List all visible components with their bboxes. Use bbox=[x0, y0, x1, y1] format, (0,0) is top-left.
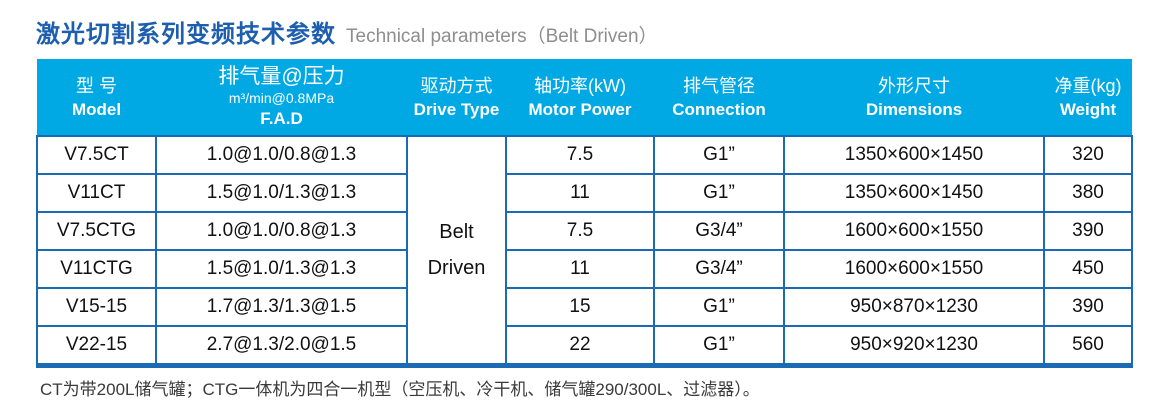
col-header-drive-type-zh: 驱动方式 bbox=[420, 75, 493, 96]
cell-connection: G3/4” bbox=[653, 211, 785, 251]
cell-fad: 1.5@1.0/1.3@1.3 bbox=[155, 173, 408, 213]
col-header-motor-power-en: Motor Power bbox=[528, 99, 632, 119]
col-header-fad: 排气量@压力 m³/min@0.8MPa F.A.D bbox=[156, 59, 407, 136]
col-header-connection: 排气管径 Connection bbox=[654, 59, 784, 136]
col-header-model: 型 号 Model bbox=[37, 59, 156, 136]
cell-connection: G1” bbox=[653, 135, 785, 175]
cell-model: V22-15 bbox=[36, 325, 157, 367]
cell-motor-power: 22 bbox=[505, 325, 655, 367]
tech-parameters-table: 型 号 Model 排气量@压力 m³/min@0.8MPa F.A.D 驱动方… bbox=[36, 59, 1133, 368]
cell-connection: G1” bbox=[653, 287, 785, 327]
cell-model: V11CT bbox=[36, 173, 157, 213]
title-english: Technical parameters（Belt Driven） bbox=[346, 26, 658, 47]
col-header-dimensions: 外形尺寸 Dimensions bbox=[784, 59, 1044, 136]
cell-dimensions: 1600×600×1550 bbox=[783, 211, 1045, 251]
cell-model: V7.5CTG bbox=[36, 211, 157, 251]
cell-weight: 390 bbox=[1043, 287, 1133, 327]
cell-fad: 1.0@1.0/0.8@1.3 bbox=[155, 135, 408, 175]
cell-connection: G1” bbox=[653, 325, 785, 367]
cell-connection: G3/4” bbox=[653, 249, 785, 289]
col-header-dimensions-en: Dimensions bbox=[865, 99, 963, 119]
cell-model: V11CTG bbox=[36, 249, 157, 289]
cell-motor-power: 15 bbox=[505, 287, 655, 327]
col-header-weight-zh: 净重(kg) bbox=[1054, 75, 1122, 96]
cell-dimensions: 1600×600×1550 bbox=[783, 249, 1045, 289]
header-row: 型 号 Model 排气量@压力 m³/min@0.8MPa F.A.D 驱动方… bbox=[37, 59, 1132, 136]
cell-dimensions: 1350×600×1450 bbox=[783, 135, 1045, 175]
col-header-connection-en: Connection bbox=[672, 99, 766, 119]
footnote: CT为带200L储气罐；CTG一体机为四合一机型（空压机、冷干机、储气罐290/… bbox=[40, 380, 760, 399]
col-header-connection-zh: 排气管径 bbox=[683, 75, 755, 96]
col-header-drive-type: 驱动方式 Drive Type bbox=[407, 59, 506, 136]
cell-weight: 320 bbox=[1043, 135, 1133, 175]
cell-weight: 450 bbox=[1043, 249, 1133, 289]
table-row: V7.5CT 1.0@1.0/0.8@1.3 Belt Driven 7.5 G1” 135… bbox=[36, 135, 1133, 367]
table-row: V11CT 1.5@1.0/1.3@1.3 11 G1” 1350×600×1450 38… bbox=[36, 173, 1133, 213]
col-header-weight: 净重(kg) Weight bbox=[1044, 59, 1132, 136]
col-header-motor-power: 轴功率(kW) Motor Power bbox=[506, 59, 654, 136]
cell-weight: 380 bbox=[1043, 173, 1133, 213]
col-header-fad-zh: 排气量@压力 bbox=[218, 65, 345, 88]
col-header-fad-sub: m³/min@0.8MPa bbox=[228, 90, 335, 106]
cell-drive-type: Belt Driven bbox=[406, 135, 507, 367]
table-row: V15-15 1.7@1.3/1.3@1.5 15 G1” 950×870×1230 39… bbox=[36, 287, 1133, 327]
col-header-weight-en: Weight bbox=[1059, 99, 1117, 119]
table-row: V11CTG 1.5@1.0/1.3@1.3 11 G3/4” 1600×600×155… bbox=[36, 249, 1133, 289]
table-row: V7.5CTG 1.0@1.0/0.8@1.3 7.5 G3/4” 1600×600×1… bbox=[36, 211, 1133, 251]
cell-model: V15-15 bbox=[36, 287, 157, 327]
cell-fad: 1.7@1.3/1.3@1.5 bbox=[155, 287, 408, 327]
cell-dimensions: 1350×600×1450 bbox=[783, 173, 1045, 213]
cell-motor-power: 11 bbox=[505, 173, 655, 213]
cell-dimensions: 950×920×1230 bbox=[783, 325, 1045, 367]
cell-model: V7.5CT bbox=[36, 135, 157, 175]
col-header-motor-power-zh: 轴功率(kW) bbox=[534, 75, 626, 96]
cell-motor-power: 7.5 bbox=[505, 135, 655, 175]
cell-dimensions: 950×870×1230 bbox=[783, 287, 1045, 327]
col-header-drive-type-en: Drive Type bbox=[413, 99, 500, 119]
cell-fad: 1.0@1.0/0.8@1.3 bbox=[155, 211, 408, 251]
col-header-dimensions-zh: 外形尺寸 bbox=[878, 75, 950, 96]
page-title: 激光切割系列变频技术参数 Technical parameters（Belt Dr… bbox=[0, 0, 1163, 49]
col-header-model-zh: 型 号 bbox=[75, 75, 117, 96]
col-header-fad-en: F.A.D bbox=[260, 109, 303, 128]
cell-fad: 2.7@1.3/2.0@1.5 bbox=[155, 325, 408, 367]
cell-weight: 560 bbox=[1043, 325, 1133, 367]
col-header-model-en: Model bbox=[71, 99, 122, 119]
table-row: V22-15 2.7@1.3/2.0@1.5 22 G1” 950×920×1230 56… bbox=[36, 325, 1133, 367]
cell-weight: 390 bbox=[1043, 211, 1133, 251]
cell-motor-power: 11 bbox=[505, 249, 655, 289]
cell-motor-power: 7.5 bbox=[505, 211, 655, 251]
title-chinese: 激光切割系列变频技术参数 bbox=[36, 21, 336, 48]
cell-connection: G1” bbox=[653, 173, 785, 213]
cell-fad: 1.5@1.0/1.3@1.3 bbox=[155, 249, 408, 289]
